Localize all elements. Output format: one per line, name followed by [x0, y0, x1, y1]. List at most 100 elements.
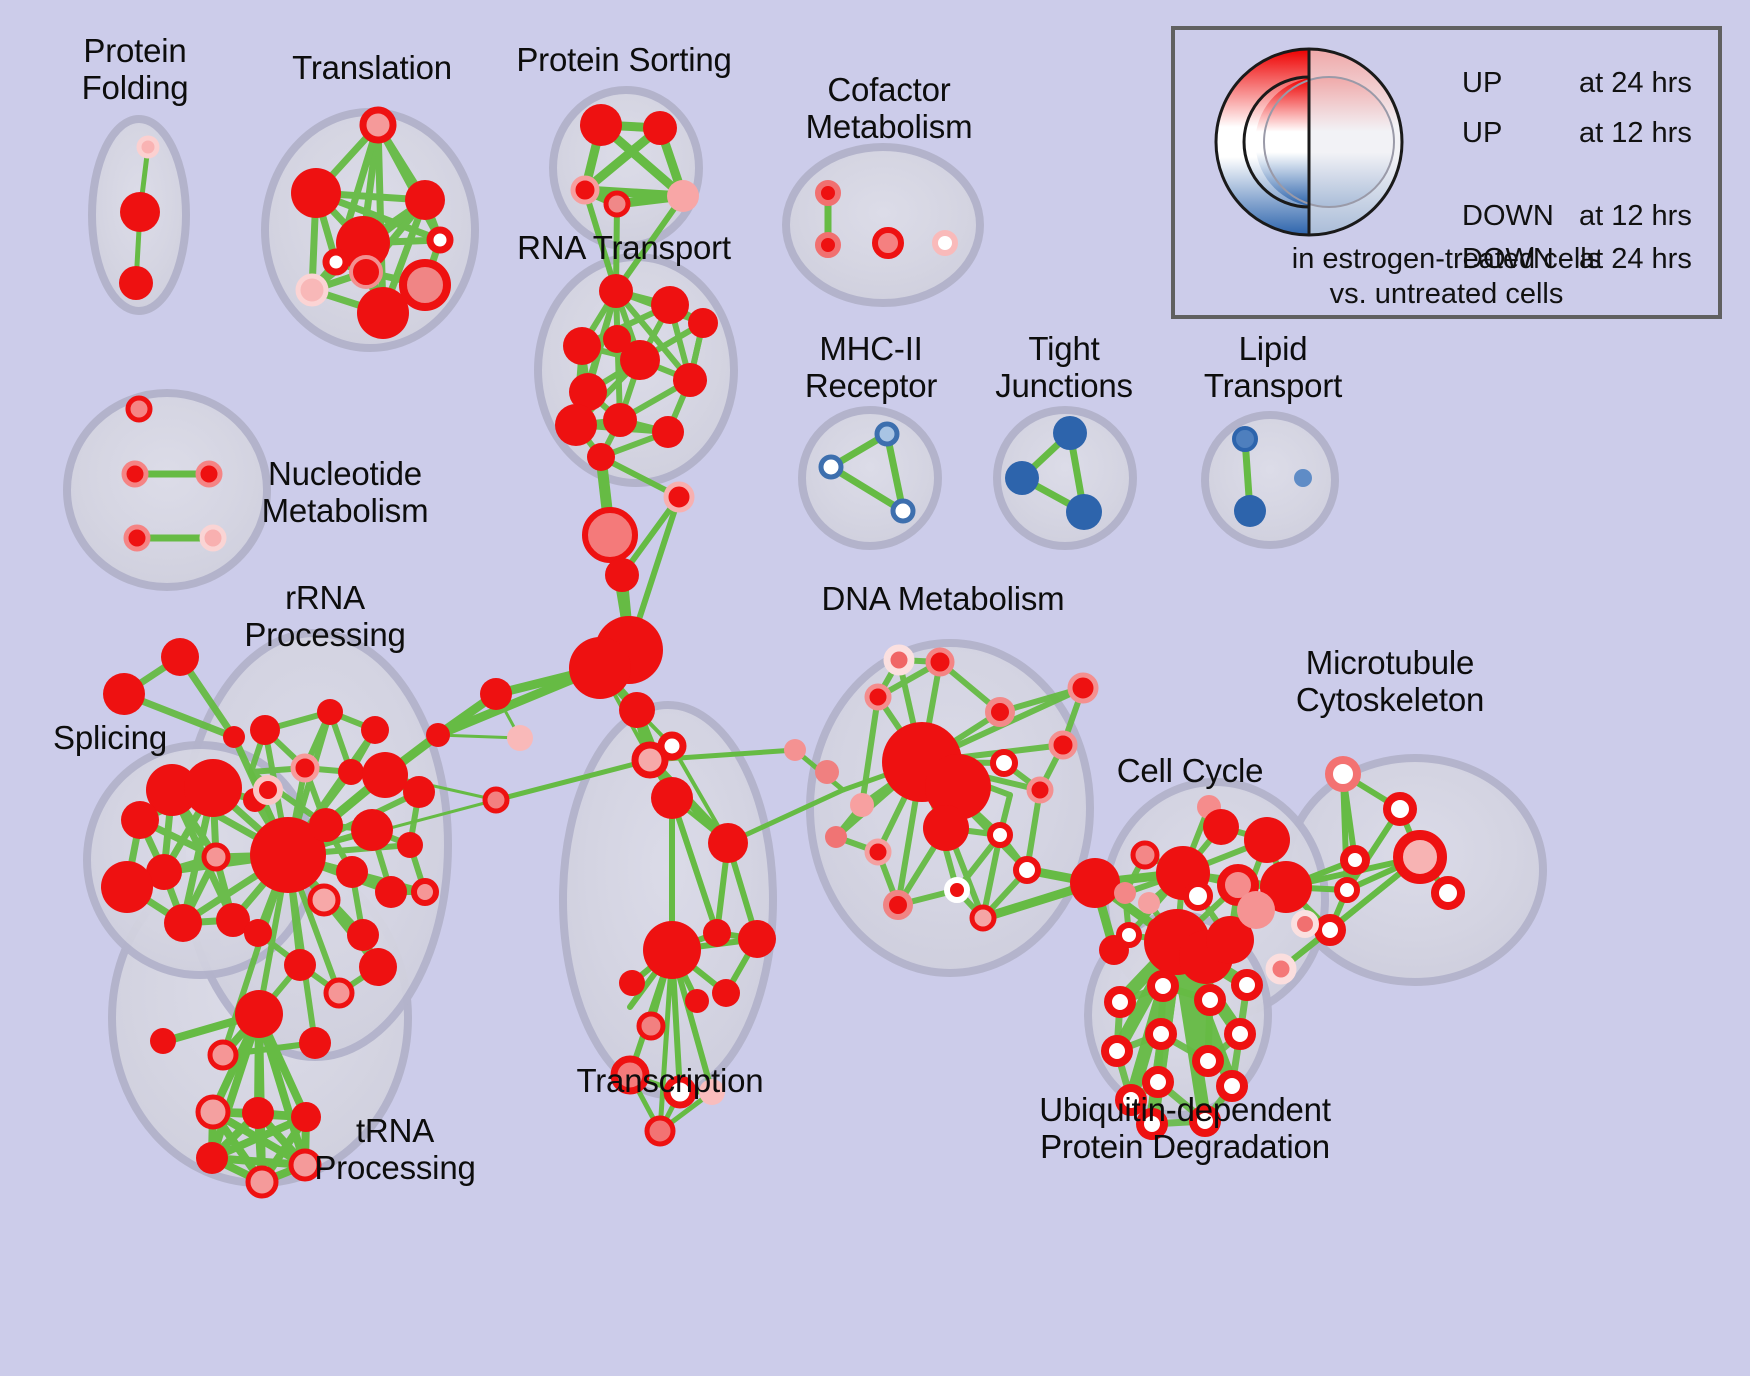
node [146, 854, 182, 890]
node [603, 190, 631, 218]
node [362, 752, 408, 798]
node [825, 826, 847, 848]
legend-caption: in estrogen-treated cells vs. untreated … [1291, 243, 1602, 311]
node [338, 759, 364, 785]
node [1194, 984, 1226, 1016]
node [307, 883, 341, 917]
node [349, 255, 383, 289]
node [1066, 494, 1102, 530]
node [925, 647, 955, 677]
legend-node-diagram [1214, 47, 1404, 237]
node [399, 259, 451, 311]
legend-row-up-12: UP at 12 hrs [1462, 113, 1730, 153]
legend-row-up-24: UP at 24 hrs [1462, 63, 1730, 103]
node [120, 192, 160, 232]
node [587, 443, 615, 471]
node [322, 248, 350, 276]
node [619, 692, 655, 728]
node [1026, 776, 1054, 804]
legend-direction: UP [1462, 116, 1503, 149]
node [1189, 1105, 1221, 1137]
node [685, 989, 709, 1013]
node [651, 286, 689, 324]
node [1232, 426, 1258, 452]
cluster-cofactor [782, 143, 984, 307]
node [235, 990, 283, 1038]
node [375, 876, 407, 908]
node [599, 274, 633, 308]
node [883, 890, 913, 920]
legend-row-down-12: DOWN at 12 hrs [1462, 196, 1730, 236]
node [359, 106, 397, 144]
node [603, 403, 637, 437]
node [357, 287, 409, 339]
node [1340, 845, 1370, 875]
node [223, 726, 245, 748]
node [288, 1148, 322, 1182]
node [161, 638, 199, 676]
node [703, 919, 731, 947]
node [121, 460, 149, 488]
node [1383, 792, 1417, 826]
node [1294, 469, 1312, 487]
node [815, 760, 839, 784]
node [347, 919, 379, 951]
node [482, 786, 510, 814]
node [1314, 914, 1346, 946]
node [1116, 922, 1142, 948]
node [580, 104, 622, 146]
node [207, 1039, 239, 1071]
node [1115, 1084, 1147, 1116]
node [923, 805, 969, 851]
node [944, 877, 970, 903]
node [643, 111, 677, 145]
legend-time: at 24 hrs [1579, 242, 1692, 275]
node [103, 673, 145, 715]
node [284, 949, 316, 981]
node [317, 699, 343, 725]
node [1053, 416, 1087, 450]
node [631, 741, 669, 779]
cluster-lipid-transport [1201, 411, 1339, 549]
node [667, 180, 699, 212]
node [351, 809, 393, 851]
node [738, 920, 776, 958]
node [196, 1142, 228, 1174]
node [245, 1165, 279, 1199]
node [201, 842, 231, 872]
node [1291, 910, 1319, 938]
node [890, 498, 916, 524]
node [582, 507, 638, 563]
node [253, 775, 283, 805]
legend-panel: UP at 24 hrs UP at 12 hrs DOWN at 12 hrs… [1171, 26, 1722, 319]
node [336, 216, 390, 270]
node [708, 823, 748, 863]
node [1147, 970, 1179, 1002]
node [784, 739, 806, 761]
node [1048, 730, 1078, 760]
node [874, 421, 900, 447]
node [123, 524, 151, 552]
node [291, 1102, 321, 1132]
node [815, 232, 841, 258]
node [1234, 495, 1266, 527]
node [1231, 969, 1263, 1001]
node [359, 948, 397, 986]
node [1244, 817, 1290, 863]
node [1203, 809, 1239, 845]
node [295, 273, 329, 307]
node [1130, 840, 1160, 870]
node [605, 558, 639, 592]
node [563, 327, 601, 365]
node [403, 776, 435, 808]
node [1101, 1035, 1133, 1067]
node [699, 1079, 725, 1105]
node [146, 764, 198, 816]
node [150, 1028, 176, 1054]
node [1334, 877, 1360, 903]
legend-time: at 12 hrs [1579, 116, 1692, 149]
node [405, 180, 445, 220]
node [636, 1011, 666, 1041]
node [250, 715, 280, 745]
node [643, 921, 701, 979]
